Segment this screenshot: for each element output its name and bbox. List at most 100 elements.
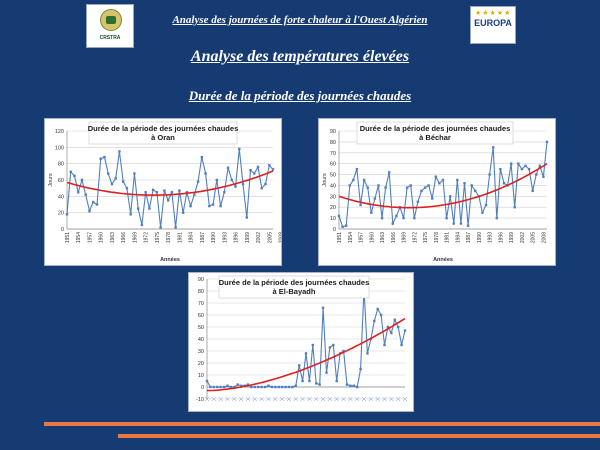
elbayadh-data-point [222, 385, 226, 389]
elbayadh-data-point [403, 329, 407, 332]
oran-data-point [166, 199, 170, 202]
elbayadh-data-point [301, 379, 304, 383]
elbayadh-ytick-label: 30 [198, 349, 204, 355]
oran-data-point [196, 180, 200, 183]
elbayadh-data-point [257, 385, 260, 389]
oran-data-point [268, 164, 271, 167]
elbayadh-data-point [216, 385, 219, 389]
elbayadh-data-point [284, 385, 287, 389]
bechar-data-point [420, 189, 423, 193]
oran-data-point [129, 213, 132, 216]
decorative-line-top [44, 422, 600, 426]
bechar-data-point [348, 184, 351, 187]
oran-data-point [133, 172, 136, 175]
elbayadh-data-point [236, 383, 239, 386]
oran-data-point [121, 180, 125, 183]
elbayadh-data-point [297, 364, 301, 367]
elbayadh-data-point [345, 383, 349, 386]
elbayadh-data-point [239, 384, 243, 387]
bechar-data-point [402, 216, 405, 220]
oran-data-point [80, 178, 84, 182]
bechar-data-point [352, 178, 355, 182]
bechar-ytick-label: 50 [330, 173, 336, 179]
bechar-xtick-label: 2008 [541, 232, 547, 243]
oran-data-point [234, 185, 237, 188]
bechar-data-point [545, 140, 549, 144]
chart-bechar-svg: 0 10 20 30 40 50 60 70 80 90 1951 1954 1957 1960 1963 1… [322, 121, 549, 263]
oran-data-point [253, 172, 256, 175]
oran-ytick-label: 100 [55, 145, 64, 151]
elbayadh-ytick-label: 70 [198, 301, 204, 307]
bechar-data-point [427, 184, 430, 187]
elbayadh-x-tick [320, 396, 326, 402]
bechar-data-point [384, 186, 387, 189]
elbayadh-x-tick [327, 396, 333, 402]
bechar-data-point [456, 178, 459, 182]
bechar-data-point [448, 195, 452, 198]
elbayadh-ytick-label: 80 [198, 289, 204, 295]
elbayadh-x-tick [238, 396, 244, 402]
elbayadh-x-tick [273, 396, 278, 402]
bechar-data-point [388, 171, 391, 174]
oran-xtick-label: 1984 [189, 232, 195, 243]
oran-xtick-label: 1960 [99, 232, 105, 243]
oran-ytick-label: 80 [58, 162, 64, 168]
elbayadh-data-point [233, 385, 236, 389]
bechar-data-point [405, 186, 409, 189]
oran-title-line: à Oran [151, 133, 175, 142]
oran-data-point [103, 155, 106, 159]
bechar-data-point [517, 162, 520, 165]
bechar-ytick-label: 40 [330, 183, 336, 189]
bechar-data-point [438, 182, 441, 185]
bechar-xtick-label: 1984 [455, 232, 461, 243]
elbayadh-data-point [390, 331, 393, 335]
bechar-data-point [344, 224, 348, 227]
bechar-data-point [492, 146, 495, 149]
elbayadh-x-tick [259, 396, 264, 402]
oran-data-point [73, 174, 76, 178]
elbayadh-data-point [304, 352, 308, 355]
bechar-xtick-label: 1999 [509, 232, 515, 243]
elbayadh-data-point [209, 385, 212, 389]
elbayadh-data-point [349, 384, 352, 387]
elbayadh-data-point [383, 343, 386, 347]
oran-data-point [99, 157, 102, 160]
bechar-data-point [434, 175, 438, 178]
bechar-xtick-label: 1951 [337, 232, 343, 243]
oran-data-point [95, 203, 99, 206]
bechar-xtick-label: 1978 [434, 232, 440, 243]
oran-data-point [148, 207, 151, 210]
elbayadh-data-point [260, 385, 263, 389]
oran-data-point [92, 200, 95, 204]
bechar-xtick-label: 1987 [466, 232, 472, 243]
elbayadh-trend-line [206, 317, 406, 392]
elbayadh-x-tick [341, 396, 346, 402]
elbayadh-data-point [376, 307, 379, 311]
oran-data-point [174, 226, 177, 229]
oran-xtick-label: 1954 [76, 232, 82, 243]
bechar-ytick-label: 70 [330, 151, 336, 157]
bechar-xtick-label: 1981 [445, 232, 451, 243]
elbayadh-data-point [321, 306, 325, 309]
oran-data-point [249, 169, 252, 172]
oran-data-point [264, 182, 267, 186]
oran-data-point [107, 172, 110, 175]
elbayadh-x-tick [355, 396, 360, 402]
elbayadh-x-tick [334, 396, 339, 402]
chart-oran: 0 20 40 60 80 100 120 1951 1954 1957 1960 1963 1966 1… [44, 118, 282, 266]
oran-xtick-label: 1966 [121, 232, 127, 243]
oran-ytick-label: 20 [58, 211, 64, 217]
oran-data-point [77, 191, 80, 194]
bechar-data-point [341, 225, 344, 229]
oran-xtick-label: 1972 [144, 232, 150, 243]
bechar-xtick-label: 1975 [423, 232, 429, 243]
bechar-xtick-label: 1990 [477, 232, 483, 243]
elbayadh-title-box [218, 275, 370, 299]
bechar-xlabel: Années [433, 257, 453, 263]
elbayadh-data-point [396, 325, 400, 329]
bechar-data-point [391, 222, 394, 225]
bechar-data-point [509, 162, 513, 165]
elbayadh-x-tick [286, 396, 292, 402]
bechar-data-point [527, 167, 531, 171]
elbayadh-data-point [379, 313, 383, 317]
